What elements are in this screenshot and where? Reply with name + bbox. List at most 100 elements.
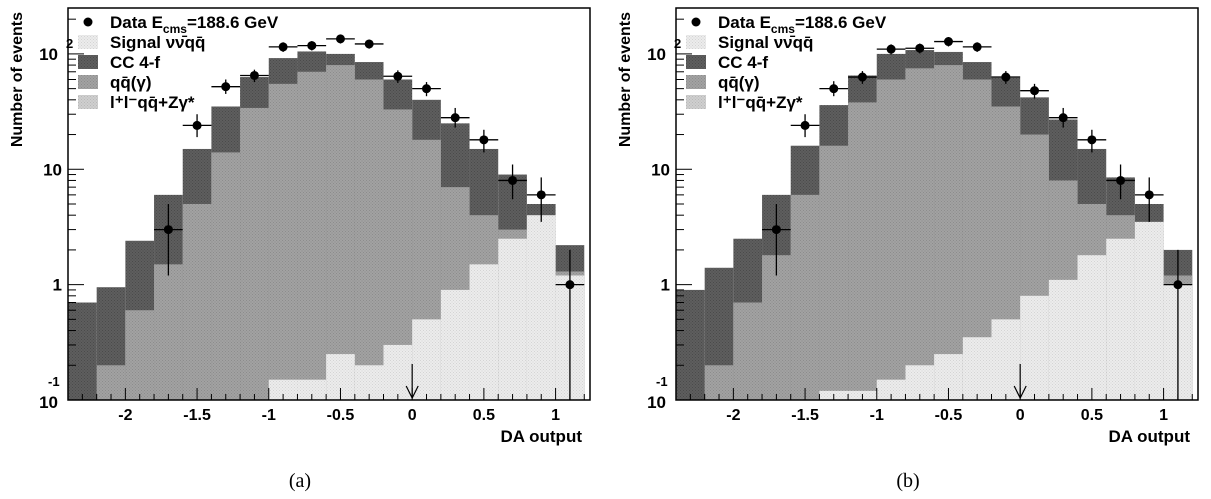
data-point: [886, 44, 896, 54]
data-point: [536, 190, 546, 200]
bar-signal: [268, 379, 298, 400]
y-tick-label: 10: [39, 393, 58, 412]
histogram-a: -2 -1.5 -1 -0.5 0 0.5 1 DA output 10 -1 1 10 10 2 Numb…: [9, 7, 591, 446]
legend-label: l⁺l⁻qq̄+Zγ*: [718, 93, 803, 112]
y-tick-label: 1: [661, 276, 670, 295]
bar-qq: [268, 83, 298, 401]
x-tick-label: 0: [408, 407, 417, 424]
legend-label: CC 4-f: [110, 53, 160, 72]
y-tick-label: 10: [651, 160, 670, 179]
bar-signal: [1134, 221, 1164, 400]
caption-b: (b): [896, 470, 920, 492]
bar-signal: [383, 344, 413, 400]
data-point: [364, 39, 374, 49]
bar-qq: [297, 71, 327, 400]
bar-signal: [1077, 255, 1107, 400]
data-point: [1001, 72, 1011, 82]
x-tick-label: -1.5: [791, 407, 819, 424]
y-tick-label: 10: [647, 393, 666, 412]
legend-label: qq̄(γ): [718, 73, 760, 92]
data-point: [1030, 86, 1040, 96]
data-point: [221, 82, 231, 92]
bar-qq: [819, 145, 849, 400]
bar-cc4f: [68, 302, 97, 400]
data-point: [857, 72, 867, 82]
x-tick-label: 0.5: [1081, 407, 1103, 424]
bar-qq: [848, 102, 877, 401]
bar-qq: [154, 264, 183, 400]
chart-panel-a: -2 -1.5 -1 -0.5 0 0.5 1 DA output 10 -1 1 10 10 2 Numb…: [0, 0, 600, 499]
legend-swatch-qq: [686, 75, 706, 89]
y-axis-label: Number of events: [9, 12, 26, 147]
data-point: [1087, 135, 1097, 145]
x-tick-label: -0.5: [935, 407, 963, 424]
legend-swatch-signal: [686, 35, 706, 49]
bar-qq: [240, 107, 269, 400]
data-point: [829, 84, 839, 94]
legend-swatch-qq: [78, 75, 98, 89]
bar-signal: [876, 379, 906, 400]
data-point: [249, 70, 259, 80]
y-tick-label: 1: [53, 276, 62, 295]
y-tick-label: 10: [647, 45, 666, 64]
y-tick-label: 10: [39, 45, 58, 64]
legend-swatch-llqq: [686, 95, 706, 109]
y-tick-exponent: -1: [656, 374, 668, 389]
legend-label: Signal νν̄qq̄: [110, 33, 205, 52]
bar-signal: [498, 238, 527, 400]
x-axis-label: DA output: [1108, 427, 1190, 446]
bar-qq: [905, 68, 935, 401]
data-point: [565, 280, 575, 290]
x-tick-label: -2: [118, 407, 132, 424]
bar-qq: [733, 302, 763, 400]
x-tick-label: -0.5: [327, 407, 355, 424]
legend-marker: [83, 17, 93, 27]
data-point: [422, 84, 432, 94]
data-point: [972, 42, 982, 52]
data-point: [479, 135, 489, 145]
bar-qq: [762, 255, 791, 400]
data-points: [154, 34, 585, 400]
bar-qq: [326, 65, 355, 400]
legend-swatch-cc4f: [686, 55, 706, 69]
data-point: [163, 225, 173, 235]
bar-qq: [354, 79, 384, 401]
data-point: [278, 42, 288, 52]
x-tick-label: 0: [1016, 407, 1025, 424]
bar-signal: [991, 319, 1021, 400]
bar-qq: [934, 65, 963, 400]
y-tick-exponent: 2: [674, 36, 681, 51]
data-point: [1173, 280, 1183, 290]
x-tick-label: 1: [1159, 407, 1168, 424]
x-axis-label: DA output: [500, 427, 582, 446]
y-axis-label: Number of events: [617, 12, 634, 147]
legend-marker: [691, 17, 701, 27]
cut-arrow-head: [1013, 385, 1027, 400]
legend-label: qq̄(γ): [110, 73, 152, 92]
legend-label: CC 4-f: [718, 53, 768, 72]
data-point: [915, 43, 925, 53]
histogram-b: -2 -1.5 -1 -0.5 0 0.5 1 DA output 10 -1 1 10 10 2 Numb…: [617, 7, 1199, 446]
y-tick-exponent: -1: [48, 374, 60, 389]
legend-swatch-signal: [78, 35, 98, 49]
x-tick-label: -2: [726, 407, 740, 424]
x-tick-label: 0.5: [473, 407, 495, 424]
caption-a: (a): [288, 470, 312, 492]
legend-label: l⁺l⁻qq̄+Zγ*: [110, 93, 195, 112]
data-point: [800, 120, 810, 130]
bar-qq: [876, 79, 906, 401]
data-point: [943, 37, 953, 47]
data-point: [393, 71, 403, 81]
bar-signal: [1106, 238, 1135, 400]
series-signal: [819, 221, 1193, 400]
chart-panel-b: -2 -1.5 -1 -0.5 0 0.5 1 DA output 10 -1 1 10 10 2 Numb…: [608, 0, 1208, 499]
legend-label: Data Ecms=188.6 GeV: [110, 13, 279, 36]
data-point: [1144, 190, 1154, 200]
cut-arrow-head: [405, 385, 419, 400]
data-points: [762, 37, 1193, 400]
y-tick-label: 10: [43, 160, 62, 179]
bar-signal: [469, 264, 499, 400]
legend-label: Data Ecms=188.6 GeV: [718, 13, 887, 36]
